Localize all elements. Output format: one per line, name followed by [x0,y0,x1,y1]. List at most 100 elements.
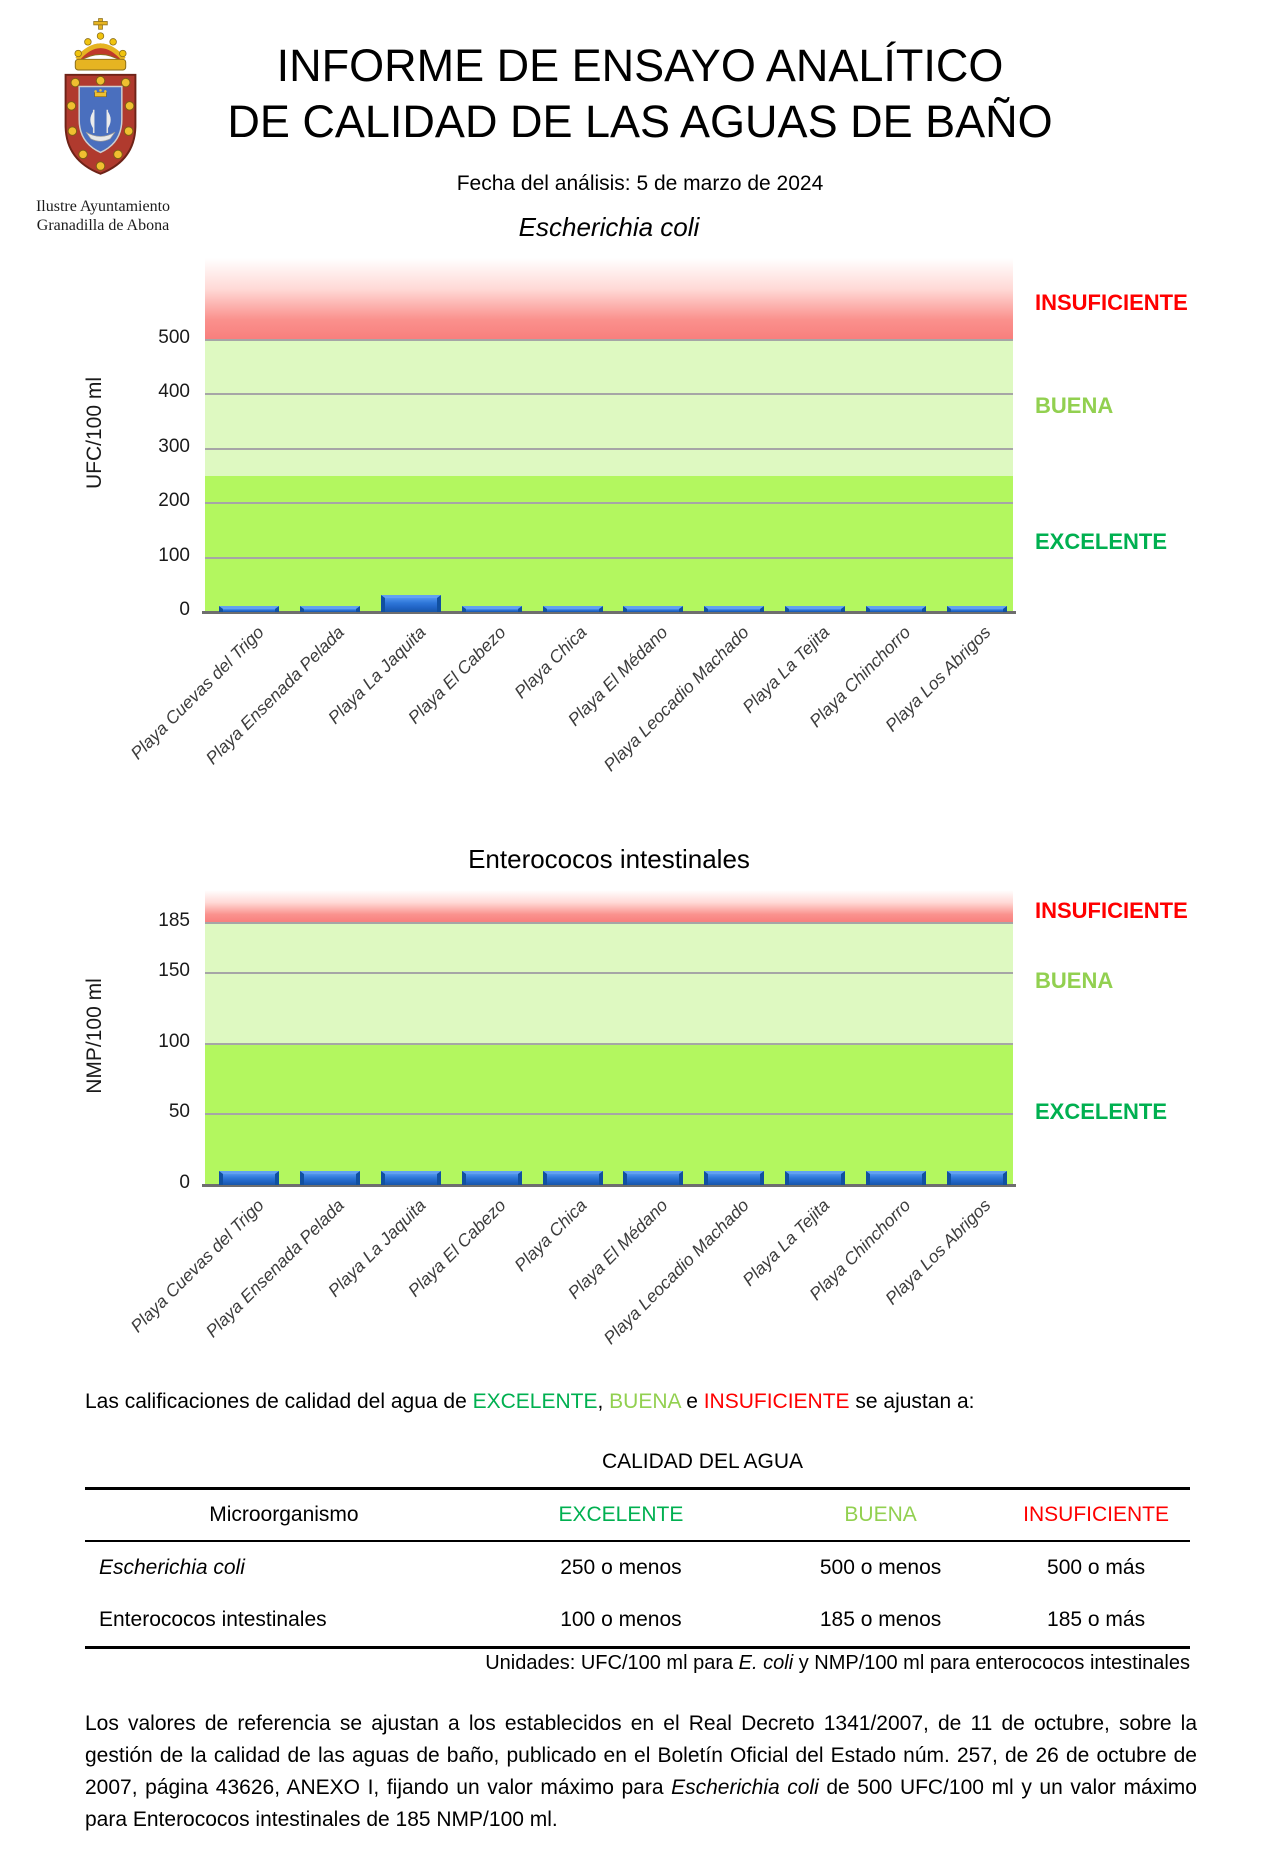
y-tick-label: 150 [158,959,190,981]
y-tick-label: 100 [158,1030,190,1052]
bar-Playa La Jaquita [381,1170,441,1185]
col-buena: BUENA [844,1503,917,1526]
bar-Playa La Tejita [785,1170,845,1185]
x-category-label: Playa Ensenada Pelada [202,1195,349,1342]
zone-label-buena: BUENA [1035,392,1114,418]
footer-post: de 500 UFC/100 ml y un valor máximo para… [85,1776,1197,1831]
zone-label-excelente: EXCELENTE [1035,528,1168,554]
zone-band-insuficiente [205,258,1013,340]
qualifications-sentence: Las calificaciones de calidad del agua d… [85,1390,1200,1414]
zone-label-insuficiente: INSUFICIENTE [1035,289,1188,315]
bar-Playa Ensenada Pelada [300,1170,361,1185]
zone-label-excelente: EXCELENTE [1035,1099,1168,1125]
y-tick-label: 500 [158,326,190,348]
x-category-label: Playa Chica [510,622,591,703]
bar-Playa Ensenada Pelada [300,606,361,612]
bar-Playa Cuevas del Trigo [219,1170,280,1185]
row-enterococos-insuficiente: 185 o más [1047,1608,1146,1631]
x-category-label: Playa Chica [510,1195,591,1276]
gridline [205,971,1013,974]
analysis-date: Fecha del análisis: 5 de marzo de 2024 [456,172,824,195]
page-title-line2: DE CALIDAD DE LAS AGUAS DE BAÑO [227,96,1053,147]
footer-pre: Los valores de referencia se ajustan a l… [85,1712,1197,1799]
org-name-line1: Ilustre Ayuntamiento [35,198,171,215]
water-quality-table: Microorganismo EXCELENTE BUENA INSUFICIE… [85,1487,1190,1649]
bar-Playa Los Abrigos [946,606,1007,612]
y-tick-label: 400 [158,381,190,403]
zone-band-insuficiente [205,890,1013,924]
y-axis-title: UFC/100 ml [83,376,106,490]
x-axis-line [202,1184,1016,1187]
gridline [205,447,1013,450]
col-excelente: EXCELENTE [558,1503,684,1526]
gridline [205,502,1013,505]
footer-species: Escherichia coli [671,1776,819,1799]
bar-Playa Chinchorro [865,606,926,612]
row-ecoli-name: Escherichia coli [99,1556,245,1579]
bar-Playa La Jaquita [381,595,441,612]
intro-post: se ajustan a: [849,1390,975,1413]
word-insuficiente: INSUFICIENTE [703,1390,850,1413]
x-category-label: Playa Leocadio Machado [599,1195,753,1349]
col-microorganismo: Microorganismo [209,1503,359,1526]
bar-Playa El Cabezo [461,1170,522,1185]
zone-label-buena: BUENA [1035,968,1114,994]
y-tick-label: 50 [168,1101,190,1123]
x-category-label: Playa Ensenada Pelada [202,622,349,769]
row-enterococos-excelente: 100 o menos [560,1608,682,1631]
y-tick-label: 300 [158,435,190,457]
bar-Playa El Médano [623,606,684,612]
x-axis-line [202,611,1016,614]
y-tick-label: 185 [158,910,190,932]
gridline [205,556,1013,559]
gridline [205,338,1013,341]
row-ecoli-excelente: 250 o menos [560,1556,682,1579]
zone-band-buena [205,339,1013,476]
bar-Playa Chica [542,606,603,612]
bar-Playa Chica [542,1170,603,1185]
chart-title: Escherichia coli [518,212,700,242]
row-enterococos-buena: 185 o menos [819,1608,942,1631]
bar-Playa El Médano [623,1170,684,1185]
page-title-line1: INFORME DE ENSAYO ANALÍTICO [276,40,1004,91]
gridline [205,1042,1013,1045]
org-name-line2: Granadilla de Abona [36,217,170,234]
col-insuficiente: INSUFICIENTE [1023,1503,1169,1526]
coat-of-arms [64,18,137,175]
intro-text: Las calificaciones de calidad del agua d… [85,1390,473,1413]
y-tick-label: 0 [179,1172,190,1193]
intro-sep1: , [597,1390,610,1413]
row-ecoli-buena: 500 o menos [819,1556,942,1579]
bar-Playa Leocadio Machado [704,606,765,612]
zone-band-buena [205,923,1013,1044]
x-category-label: Playa Leocadio Machado [599,622,753,776]
bar-Playa Cuevas del Trigo [219,606,280,612]
table-header-row: Microorganismo EXCELENTE BUENA INSUFICIE… [85,1489,1190,1541]
y-tick-label: 0 [179,599,190,620]
units-species: E. coli [738,1652,794,1674]
units-pre: Unidades: UFC/100 ml para [485,1652,739,1674]
gridline [205,922,1013,925]
y-axis-title: NMP/100 ml [83,977,106,1094]
intro-sep2: e [680,1390,704,1413]
word-buena: BUENA [609,1390,681,1413]
row-enterococos-name: Enterococos intestinales [99,1608,327,1631]
chart-title: Enterococos intestinales [468,844,750,874]
zone-band-excelente [205,475,1013,612]
zone-label-insuficiente: INSUFICIENTE [1035,897,1188,923]
gridline [205,393,1013,396]
bar-Playa Los Abrigos [946,1170,1007,1185]
word-excelente: EXCELENTE [472,1390,598,1413]
bar-Playa Leocadio Machado [704,1170,765,1185]
x-category-label: Playa Cuevas del Trigo [126,622,268,764]
units-note: Unidades: UFC/100 ml para E. coli y NMP/… [85,1652,1190,1675]
row-ecoli-insuficiente: 500 o más [1047,1556,1146,1579]
bar-Playa Chinchorro [865,1170,926,1185]
table-row: Escherichia coli 250 o menos 500 o menos… [85,1541,1190,1594]
reference-paragraph: Los valores de referencia se ajustan a l… [85,1708,1197,1836]
x-category-label: Playa Cuevas del Trigo [126,1195,268,1337]
table-super-header: CALIDAD DEL AGUA [601,1450,804,1473]
y-tick-label: 100 [158,544,190,566]
bar-Playa El Cabezo [461,606,522,612]
